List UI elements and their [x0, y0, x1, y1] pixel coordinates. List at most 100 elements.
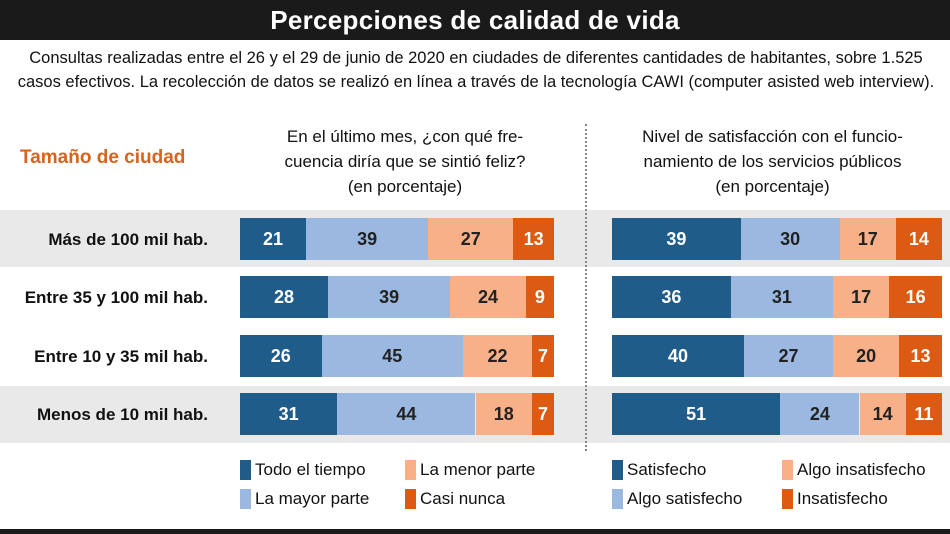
- data-label: 21: [262, 228, 283, 249]
- bar-segment: 36: [612, 276, 731, 318]
- legend-item: Algo satisfecho: [612, 487, 742, 511]
- data-label: 26: [270, 345, 291, 366]
- title-bar: Percepciones de calidad de vida: [0, 0, 950, 40]
- bar-segment: 13: [513, 218, 554, 260]
- data-label: 27: [778, 345, 799, 366]
- chart2-title-line: namiento de los servicios públicos: [643, 152, 902, 171]
- chart-subtitle: Consultas realizadas entre el 26 y el 29…: [17, 49, 935, 91]
- bar-segment: 30: [740, 218, 840, 260]
- bar-segment: 24: [450, 276, 526, 318]
- bar-segment: 7: [532, 393, 554, 435]
- legend-label: Satisfecho: [627, 460, 707, 479]
- data-label: 18: [493, 403, 514, 424]
- data-label: 22: [487, 345, 508, 366]
- legend-label: Casi nunca: [420, 489, 506, 508]
- bar-segment: 11: [905, 393, 942, 435]
- bar-segment: 17: [839, 218, 896, 260]
- data-label: 31: [278, 403, 299, 424]
- data-label: 27: [460, 228, 481, 249]
- bar-segment: 13: [899, 335, 942, 377]
- chart2-title-line: Nivel de satisfacción con el funcio-: [642, 127, 903, 146]
- bar-segment: 18: [475, 393, 533, 435]
- row-label: Entre 10 y 35 mil hab.: [34, 347, 208, 366]
- data-label: 13: [523, 228, 544, 249]
- data-label: 17: [857, 228, 878, 249]
- legend-item: La mayor parte: [240, 487, 369, 511]
- legend-item: Casi nunca: [405, 487, 505, 511]
- legend-swatch: [240, 460, 251, 480]
- bottom-rule: [0, 529, 950, 534]
- data-label: 14: [908, 228, 929, 249]
- data-label: 28: [273, 286, 294, 307]
- bar-segment: 14: [895, 218, 942, 260]
- stacked-bar: 28 39 24 9: [240, 276, 554, 318]
- stacked-bar: 36 31 17 16: [612, 276, 942, 318]
- bar-segment: 26: [240, 335, 322, 377]
- legend-item: Todo el tiempo: [240, 458, 366, 482]
- legend-swatch: [612, 489, 623, 509]
- row-label: Entre 35 y 100 mil hab.: [24, 288, 208, 307]
- chart-divider: [585, 124, 587, 451]
- data-label: 51: [686, 403, 707, 424]
- stacked-bar: 39 30 17 14: [612, 218, 942, 260]
- bar-segment: 7: [532, 335, 554, 377]
- data-label: 9: [534, 286, 545, 307]
- bar-segment: 39: [305, 218, 429, 260]
- data-label: 16: [905, 286, 926, 307]
- data-label: 24: [809, 403, 830, 424]
- stacked-bar: 21 39 27 13: [240, 218, 554, 260]
- bar-segment: 39: [612, 218, 741, 260]
- bar-segment: 14: [859, 393, 906, 435]
- legend-swatch: [240, 489, 251, 509]
- bar-segment: 31: [240, 393, 338, 435]
- chart2-title-line: (en porcentaje): [715, 177, 830, 196]
- legend-swatch: [405, 460, 416, 480]
- bar-segment: 45: [321, 335, 463, 377]
- row-label: Más de 100 mil hab.: [48, 230, 208, 249]
- data-label: 11: [914, 403, 934, 424]
- data-label: 7: [537, 403, 548, 424]
- legend-item: La menor parte: [405, 458, 535, 482]
- chart2-title: Nivel de satisfacción con el funcio- nam…: [600, 124, 945, 199]
- stacked-bar: 51 24 14 11: [612, 393, 942, 435]
- data-label: 17: [851, 286, 872, 307]
- chart1-title-line: cuencia diría que se sintió feliz?: [284, 152, 526, 171]
- stacked-bar: 40 27 20 13: [612, 335, 942, 377]
- stacked-bar: 31 44 18 7: [240, 393, 554, 435]
- bar-segment: 39: [327, 276, 451, 318]
- legend-item: Satisfecho: [612, 458, 706, 482]
- data-label: 44: [396, 403, 417, 424]
- data-label: 39: [357, 228, 378, 249]
- row-label: Menos de 10 mil hab.: [37, 405, 208, 424]
- legend-label: Insatisfecho: [797, 489, 888, 508]
- chart1-title-line: (en porcentaje): [347, 177, 463, 196]
- legend-label: Algo insatisfecho: [797, 460, 926, 479]
- chart1-title: En el último mes, ¿con qué fre- cuencia …: [240, 124, 570, 199]
- bar-segment: 9: [525, 276, 554, 318]
- bar-segment: 44: [337, 393, 476, 435]
- data-label: 40: [667, 345, 689, 366]
- legend-swatch: [405, 489, 416, 509]
- bar-segment: 51: [612, 393, 781, 435]
- data-label: 36: [661, 286, 682, 307]
- legend-swatch: [612, 460, 623, 480]
- bar-segment: 17: [833, 276, 890, 318]
- bar-segment: 40: [612, 335, 744, 377]
- stacked-bar: 26 45 22 7: [240, 335, 554, 377]
- data-label: 7: [537, 345, 548, 366]
- bar-segment: 27: [744, 335, 834, 377]
- bar-segment: 27: [428, 218, 514, 260]
- data-label: 39: [666, 228, 687, 249]
- legend-label: Todo el tiempo: [255, 460, 366, 479]
- legend-item: Insatisfecho: [782, 487, 888, 511]
- data-label: 39: [379, 286, 400, 307]
- row-header: Tamaño de ciudad: [20, 147, 186, 168]
- bar-segment: 24: [780, 393, 860, 435]
- chart1-title-line: En el último mes, ¿con qué fre-: [286, 127, 524, 146]
- bar-segment: 31: [730, 276, 834, 318]
- data-label: 31: [771, 286, 792, 307]
- legend-label: Algo satisfecho: [627, 489, 743, 508]
- legend-label: La menor parte: [420, 460, 536, 479]
- legend-swatch: [782, 489, 793, 509]
- data-label: 14: [872, 403, 893, 424]
